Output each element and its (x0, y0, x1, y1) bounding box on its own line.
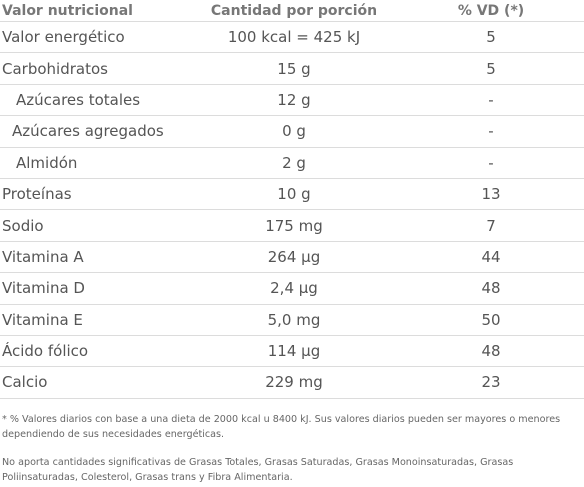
nutrient-name: Azúcares totales (16, 90, 141, 109)
table-row: Azúcares agregados 0 g - (0, 116, 584, 148)
nutrient-daily-value: 50 (481, 310, 501, 329)
nutrient-name: Azúcares agregados (12, 122, 164, 141)
table-row: Carbohidratos 15 g 5 (0, 53, 584, 85)
nutrient-name: Vitamina E (2, 310, 83, 329)
table-row: Proteínas 10 g 13 (0, 179, 584, 211)
nutrient-name: Vitamina D (2, 279, 85, 298)
nutrient-amount: 5,0 mg (267, 310, 321, 329)
nutrient-name: Calcio (2, 373, 48, 392)
nutrient-daily-value: 7 (486, 216, 496, 235)
nutrient-name: Sodio (2, 216, 44, 235)
nutrient-amount: 175 mg (265, 216, 323, 235)
nutrient-name: Proteínas (2, 185, 72, 204)
nutrient-daily-value: 23 (481, 373, 501, 392)
nutrient-daily-value: - (488, 90, 494, 109)
nutrient-name: Ácido fólico (2, 342, 89, 361)
nutrient-amount: 264 µg (267, 247, 321, 266)
nutrient-daily-value: 5 (486, 28, 496, 47)
nutrient-amount: 0 g (282, 122, 306, 141)
nutrient-amount: 229 mg (265, 373, 323, 392)
table-row: Azúcares totales 12 g - (0, 85, 584, 117)
table-row: Vitamina E 5,0 mg 50 (0, 305, 584, 336)
nutrient-daily-value: 13 (481, 185, 501, 204)
table-row: Sodio 175 mg 7 (0, 210, 584, 242)
table-row: Calcio 229 mg 23 (0, 367, 584, 399)
nutrient-name: Carbohidratos (2, 59, 108, 78)
nutrient-amount: 12 g (277, 90, 311, 109)
nutrient-daily-value: - (488, 153, 494, 172)
header-amount: Cantidad por porción (210, 2, 378, 19)
nutrient-daily-value: 5 (486, 59, 496, 78)
daily-value-footnote: * % Valores diarios con base a una dieta… (2, 414, 561, 440)
nutrient-amount: 100 kcal = 425 kJ (227, 28, 361, 47)
no-significant-footnote: No aporta cantidades significativas de G… (2, 457, 514, 483)
nutrient-name: Vitamina A (2, 247, 84, 266)
table-row: Ácido fólico 114 µg 48 (0, 336, 584, 368)
header-daily-value: % VD (*) (457, 2, 525, 19)
nutrition-table: Valor nutricional Cantidad por porción %… (0, 0, 584, 399)
table-row: Almidón 2 g - (0, 148, 584, 179)
nutrient-name: Valor energético (2, 28, 125, 47)
nutrient-name: Almidón (16, 153, 78, 172)
table-row: Valor energético 100 kcal = 425 kJ 5 (0, 22, 584, 54)
footnotes: * % Valores diarios con base a una dieta… (2, 412, 580, 485)
nutrient-amount: 2,4 µg (270, 279, 318, 298)
table-row: Vitamina D 2,4 µg 48 (0, 273, 584, 305)
nutrient-amount: 15 g (277, 59, 311, 78)
nutrient-daily-value: 48 (481, 279, 501, 298)
nutrient-daily-value: 48 (481, 342, 501, 361)
header-nutrient: Valor nutricional (2, 2, 133, 19)
nutrient-daily-value: - (488, 122, 494, 141)
nutrient-daily-value: 44 (481, 247, 501, 266)
nutrient-amount: 2 g (282, 153, 306, 172)
table-row: Vitamina A 264 µg 44 (0, 242, 584, 274)
nutrient-amount: 10 g (277, 185, 311, 204)
table-header-row: Valor nutricional Cantidad por porción %… (0, 0, 584, 22)
nutrient-amount: 114 µg (267, 342, 321, 361)
